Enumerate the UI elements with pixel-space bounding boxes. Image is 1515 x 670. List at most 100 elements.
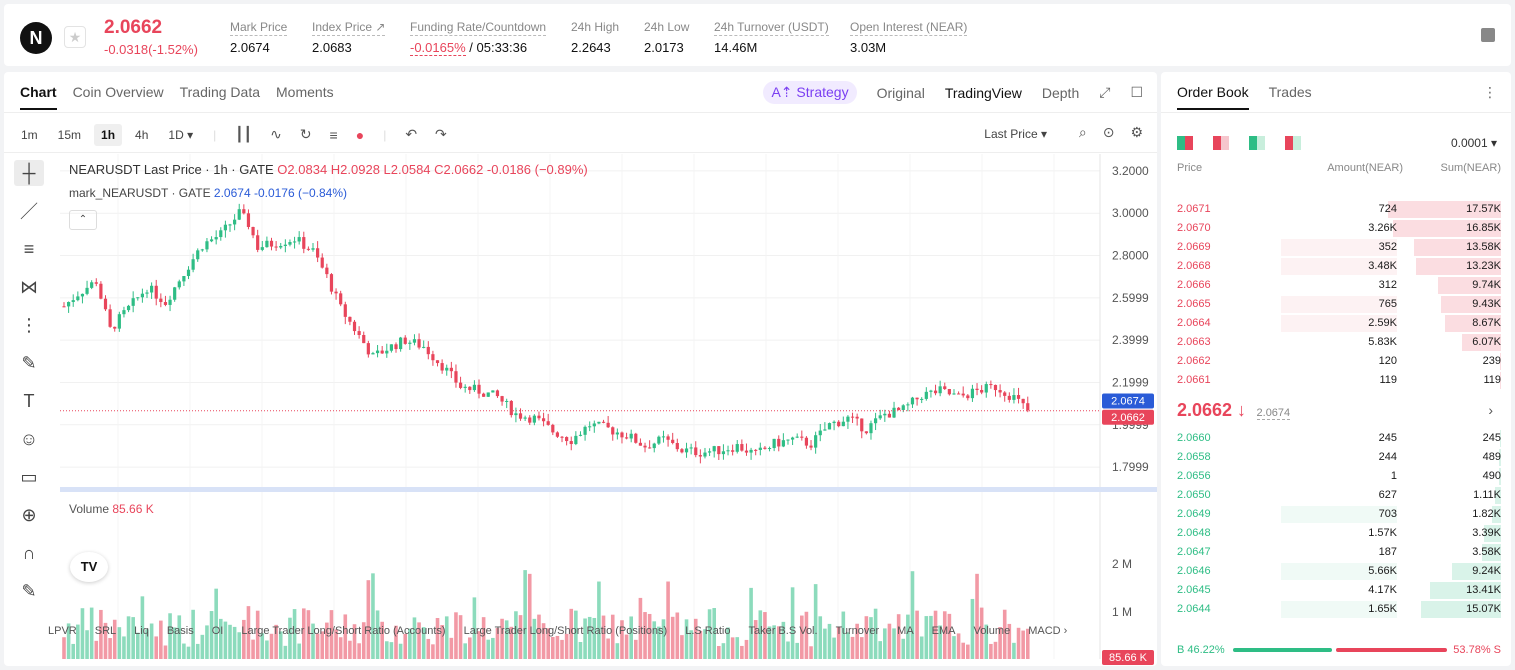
ruler-icon[interactable]: ▭: [20, 466, 38, 487]
ask-row[interactable]: 2.0663 5.83K 6.07K: [1161, 333, 1511, 352]
indicator-large-trader-positions[interactable]: Large Trader Long/Short Ratio (Positions…: [463, 625, 668, 637]
funding-rate-value[interactable]: -0.0165%: [410, 40, 466, 56]
text-icon[interactable]: T: [23, 390, 35, 411]
volume-bar: [449, 637, 454, 659]
more-icon[interactable]: ⋮: [1483, 84, 1497, 100]
indicator-srl[interactable]: SRL: [94, 625, 117, 637]
indicator-lpvr[interactable]: LPVR: [48, 625, 77, 637]
orderbook-mid-price[interactable]: 2.0662 ↓ 2.0674 ›: [1177, 400, 1501, 421]
candlestick-chart[interactable]: 3.20003.00002.80002.59992.39992.19991.99…: [60, 154, 1157, 666]
expand-icon[interactable]: ⤢: [1099, 84, 1111, 100]
candle-body: [71, 300, 75, 303]
favorite-star-icon[interactable]: ★: [64, 26, 86, 48]
interval-1d-dropdown[interactable]: 1D ▾: [168, 127, 194, 142]
stat-label[interactable]: Open Interest (NEAR): [850, 20, 968, 36]
chevron-right-icon[interactable]: ›: [1488, 402, 1493, 418]
window-icon[interactable]: ☐: [1130, 84, 1143, 100]
tab-moments[interactable]: Moments: [276, 84, 334, 100]
bid-row[interactable]: 2.0648 1.57K 3.39K: [1161, 524, 1511, 543]
stat-label[interactable]: 24h Turnover (USDT): [714, 20, 829, 36]
ask-row[interactable]: 2.0666 312 9.74K: [1161, 276, 1511, 295]
bid-row[interactable]: 2.0658 244 489: [1161, 448, 1511, 467]
stat-label[interactable]: Funding Rate/Countdown: [410, 20, 547, 36]
interval-15m[interactable]: 15m: [57, 127, 82, 142]
ask-row[interactable]: 2.0665 765 9.43K: [1161, 295, 1511, 314]
price-type-select[interactable]: Last Price ▾: [984, 127, 1047, 141]
indicator-volume[interactable]: Volume: [973, 625, 1011, 637]
tab-depth[interactable]: Depth: [1041, 84, 1080, 101]
stat-label[interactable]: Index Price ↗: [312, 20, 386, 36]
templates-icon[interactable]: ≡: [329, 126, 338, 143]
tab-chart[interactable]: Chart: [20, 84, 57, 110]
indicator-ls-ratio[interactable]: L.S Ratio: [685, 625, 731, 637]
candles-icon[interactable]: ┃┃: [235, 126, 253, 142]
interval-4h[interactable]: 4h: [135, 127, 149, 142]
ask-row[interactable]: 2.0668 3.48K 13.23K: [1161, 257, 1511, 276]
ask-row[interactable]: 2.0661 119 119: [1161, 371, 1511, 390]
view-asks-icon[interactable]: [1249, 136, 1265, 150]
candle-body: [514, 413, 518, 416]
tab-trading-data[interactable]: Trading Data: [179, 84, 261, 100]
stat-label[interactable]: Mark Price: [230, 20, 288, 36]
tradingview-logo-icon[interactable]: TV: [70, 552, 108, 582]
bid-row[interactable]: 2.0645 4.17K 13.41K: [1161, 581, 1511, 600]
magnet-icon[interactable]: ∩: [22, 542, 36, 563]
volume-bar: [85, 630, 89, 659]
bid-row[interactable]: 2.0644 1.65K 15.07K: [1161, 600, 1511, 619]
alerts-icon[interactable]: ●: [355, 126, 365, 143]
indicator-ma[interactable]: MA: [897, 625, 914, 637]
indicator-large-trader-accounts[interactable]: Large Trader Long/Short Ratio (Accounts): [241, 625, 446, 637]
indicator-liq[interactable]: Liq: [134, 625, 149, 637]
crosshair-icon[interactable]: ┼: [14, 160, 44, 186]
bid-row[interactable]: 2.0660 245 245: [1161, 429, 1511, 448]
strategy-button[interactable]: A⇡ Strategy: [763, 81, 857, 104]
tab-original[interactable]: Original: [876, 84, 925, 101]
indicators-icon[interactable]: ∿: [270, 126, 282, 142]
view-both-icon[interactable]: [1177, 136, 1193, 150]
pattern-icon[interactable]: ⋈: [20, 276, 38, 297]
bid-row[interactable]: 2.0656 1 490: [1161, 467, 1511, 486]
fib-icon[interactable]: ⋮: [20, 314, 38, 335]
sell-ratio: 53.78% S: [1453, 644, 1501, 656]
interval-1h[interactable]: 1h: [94, 123, 123, 146]
emoji-icon[interactable]: ☺: [19, 428, 39, 449]
indicator-basis[interactable]: Basis: [166, 625, 194, 637]
bid-row[interactable]: 2.0646 5.66K 9.24K: [1161, 562, 1511, 581]
bid-row[interactable]: 2.0647 187 3.58K: [1161, 543, 1511, 562]
divider: [1161, 112, 1511, 113]
precision-select[interactable]: 0.0001 ▾: [1450, 136, 1497, 150]
zoom-in-icon[interactable]: ⊕: [21, 504, 37, 525]
tab-tradingview[interactable]: TradingView: [944, 84, 1022, 101]
undo-icon[interactable]: ↶: [405, 126, 418, 142]
trendline-icon[interactable]: ／: [20, 202, 38, 222]
indicator-taker-bs[interactable]: Taker B.S Vol.: [748, 625, 818, 637]
guide-book-icon[interactable]: [1481, 28, 1495, 42]
ask-row[interactable]: 2.0664 2.59K 8.67K: [1161, 314, 1511, 333]
interval-1m[interactable]: 1m: [21, 127, 38, 142]
lock-pen-icon[interactable]: ✎: [21, 580, 37, 601]
indicator-ema[interactable]: EMA: [931, 625, 956, 637]
horizontal-lines-icon[interactable]: ≡: [23, 238, 35, 259]
view-mixed-icon[interactable]: [1285, 136, 1301, 150]
ask-row[interactable]: 2.0662 120 239: [1161, 352, 1511, 371]
ask-row[interactable]: 2.0671 724 17.57K: [1161, 200, 1511, 219]
gear-icon[interactable]: ⚙: [1130, 124, 1143, 140]
redo-icon[interactable]: ↷: [435, 126, 447, 142]
bid-row[interactable]: 2.0649 703 1.82K: [1161, 505, 1511, 524]
indicator-oi[interactable]: OI: [211, 625, 224, 637]
bid-row[interactable]: 2.0650 627 1.11K: [1161, 486, 1511, 505]
tab-coin-overview[interactable]: Coin Overview: [72, 84, 164, 100]
camera-icon[interactable]: ⊙: [1102, 124, 1115, 140]
tab-trades[interactable]: Trades: [1268, 84, 1312, 100]
tab-order-book[interactable]: Order Book: [1177, 84, 1249, 110]
collapse-legend-button[interactable]: ⌃: [69, 210, 97, 230]
volume-bar: [338, 637, 343, 659]
indicator-turnover[interactable]: Turnover: [835, 625, 880, 637]
ask-row[interactable]: 2.0669 352 13.58K: [1161, 238, 1511, 257]
brush-icon[interactable]: ✎: [21, 352, 37, 373]
search-icon[interactable]: ⌕: [1078, 124, 1087, 140]
ask-row[interactable]: 2.0670 3.26K 16.85K: [1161, 219, 1511, 238]
replay-icon[interactable]: ↻: [299, 126, 312, 142]
view-bids-icon[interactable]: [1213, 136, 1229, 150]
indicator-macd[interactable]: MACD ›: [1028, 625, 1068, 637]
